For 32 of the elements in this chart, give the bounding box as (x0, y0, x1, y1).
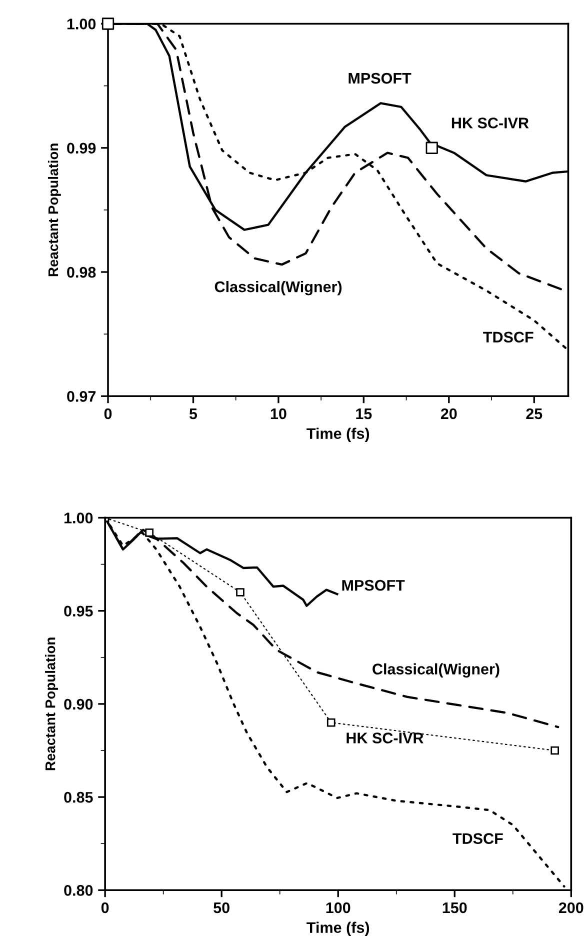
y-tick-label: 1.00 (67, 18, 96, 30)
series-label: HK SC-IVR (452, 118, 529, 128)
series-label: TDSCF (452, 833, 503, 844)
x-tick-label: 0 (101, 902, 109, 914)
y-tick-label: 1.00 (64, 512, 93, 524)
series-label: Classical(Wigner) (214, 281, 342, 296)
y-tick-label: 0.85 (64, 792, 93, 803)
x-tick-label: 5 (189, 408, 198, 420)
y-tick-label: 0.98 (67, 266, 96, 278)
series-label: Classical(Wigner) (372, 663, 500, 678)
x-tick-label: 150 (442, 902, 467, 914)
y-tick-label: 0.95 (64, 606, 93, 617)
x-tick-label: 100 (326, 902, 350, 914)
y-axis-title: Reactant Population (45, 638, 58, 770)
series-label: MPSOFT (348, 72, 412, 84)
x-tick-label: 0 (104, 408, 112, 420)
y-axis-title: Reactant Population (48, 144, 61, 276)
y-tick-label: 0.97 (67, 391, 96, 402)
series-label: HK SC-IVR (346, 732, 424, 744)
y-tick-label: 0.80 (64, 885, 93, 896)
x-tick-label: 10 (270, 408, 286, 420)
x-tick-label: 20 (440, 408, 457, 420)
series-label: MPSOFT (342, 580, 405, 591)
x-tick-label: 15 (356, 408, 372, 420)
series-label: TDSCF (483, 332, 534, 343)
x-tick-label: 200 (558, 902, 584, 914)
y-tick-label: 0.99 (67, 142, 96, 154)
y-tick-label: 0.90 (64, 698, 93, 710)
x-axis-title: Time (fs) (306, 428, 370, 442)
x-tick-label: 25 (526, 408, 542, 420)
x-axis-title: Time (fs) (306, 922, 370, 936)
x-tick-label: 50 (214, 902, 230, 914)
